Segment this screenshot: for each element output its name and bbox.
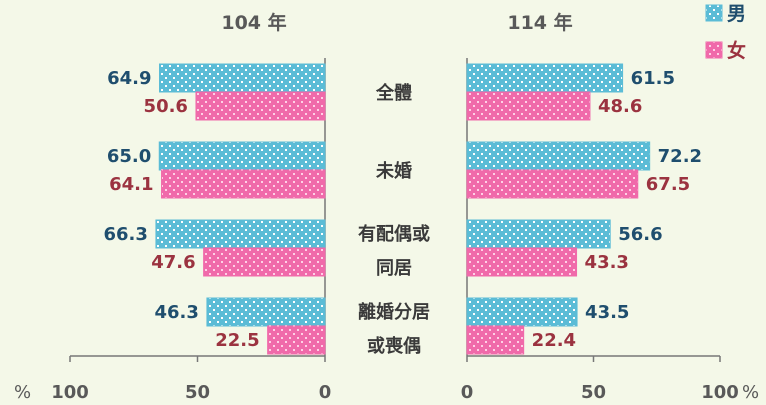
data-label-104-male: 66.3	[104, 224, 148, 245]
data-label-114-female: 43.3	[585, 252, 629, 273]
bar-104-female	[203, 247, 326, 277]
category-label: 或喪偶	[367, 335, 421, 357]
panel-title-right: 114 年	[507, 11, 572, 34]
data-label-104-female: 22.5	[215, 330, 259, 351]
bar-114-female	[466, 247, 578, 277]
data-label-104-female: 64.1	[109, 174, 153, 195]
panel-title-left: 104 年	[221, 11, 286, 34]
data-label-104-male: 65.0	[107, 146, 151, 167]
tick-label-right: 50	[581, 382, 606, 403]
tick-label-right: 0	[461, 382, 474, 403]
bar-114-male	[466, 63, 624, 93]
tick-label-left: 0	[319, 382, 332, 403]
category-label: 未婚	[376, 160, 412, 182]
bar-104-male	[159, 63, 326, 93]
legend-swatch-male	[705, 4, 723, 22]
category-label: 離婚分居	[358, 301, 430, 323]
category-label: 有配偶或	[358, 223, 430, 245]
data-label-104-male: 46.3	[155, 302, 199, 323]
tick-label-left: 100	[51, 382, 89, 403]
data-label-114-female: 22.4	[532, 330, 576, 351]
bar-114-female	[466, 169, 639, 199]
data-label-104-male: 64.9	[107, 68, 151, 89]
bar-104-female	[161, 169, 326, 199]
bar-114-male	[466, 297, 578, 327]
bar-114-female	[466, 325, 525, 355]
tick-label-left: 50	[185, 382, 210, 403]
data-label-114-male: 72.2	[658, 146, 702, 167]
bar-104-male	[155, 219, 326, 249]
data-label-104-female: 47.6	[151, 252, 195, 273]
bar-114-male	[466, 219, 611, 249]
data-label-114-male: 43.5	[585, 302, 629, 323]
bar-104-male	[206, 297, 326, 327]
unit-label-right: %	[742, 382, 759, 403]
bar-104-female	[195, 91, 326, 121]
bar-114-female	[466, 91, 591, 121]
bar-104-female	[267, 325, 326, 355]
legend-label-male: 男	[727, 3, 746, 25]
data-label-114-male: 61.5	[631, 68, 675, 89]
category-label: 同居	[376, 258, 412, 279]
legend-label-female: 女	[727, 39, 746, 62]
bar-104-male	[158, 141, 326, 171]
bar-114-male	[466, 141, 651, 171]
legend-swatch-female	[705, 41, 723, 59]
data-label-114-female: 48.6	[598, 96, 642, 117]
tick-label-right: 100	[701, 382, 739, 403]
data-label-114-female: 67.5	[646, 174, 690, 195]
data-label-104-female: 50.6	[144, 96, 188, 117]
data-label-114-male: 56.6	[618, 224, 662, 245]
category-label: 全體	[375, 82, 412, 104]
unit-label-left: %	[14, 382, 31, 403]
